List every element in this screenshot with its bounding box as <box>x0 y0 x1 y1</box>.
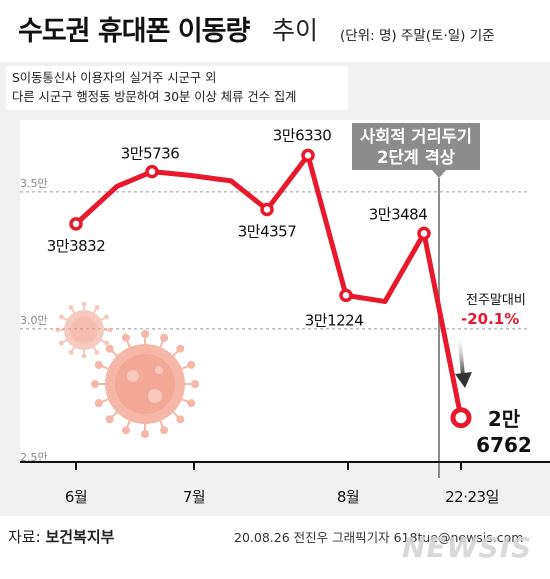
virus-spike-tip <box>94 360 103 369</box>
data-point <box>417 226 431 241</box>
credit: 20.08.26 전진우 그래픽기자 618tue@newsis.com <box>234 530 524 545</box>
virus-spike-tip <box>107 327 113 333</box>
watermark: NEWSIS <box>402 531 533 564</box>
data-label-last-1: 2만 <box>488 407 521 431</box>
virus-icon <box>55 301 113 359</box>
virus-spike-tip <box>81 353 87 359</box>
virus-spike-tip <box>68 350 74 356</box>
virus-spike-tip <box>191 380 199 388</box>
change-label: 전주말대비 <box>466 293 526 308</box>
virus-spike-tip <box>176 415 185 424</box>
virus-spike-tip <box>94 304 100 310</box>
virus-spike-tip <box>104 340 110 346</box>
virus-spike-tip <box>105 344 114 353</box>
source: 자료: 보건복지부 <box>8 526 114 547</box>
callout-text-1: 사회적 거리두기 <box>360 127 472 146</box>
data-point <box>301 148 315 163</box>
change-value: -20.1% <box>461 310 519 328</box>
note-line-2: 다른 시군구 행정동 방문하여 30분 이상 체류 건수 집계 <box>12 90 297 104</box>
virus-spike-tip <box>58 314 64 320</box>
virus-spike-tip <box>94 350 100 356</box>
data-label: 3만1224 <box>305 311 364 329</box>
data-label: 3만4357 <box>238 222 297 240</box>
virus-spike-tip <box>58 340 64 346</box>
data-label: 3만6330 <box>273 126 332 144</box>
virus-spike-tip <box>160 426 169 435</box>
y-tick-label: 3.5만 <box>20 177 48 190</box>
x-ticks <box>75 462 462 470</box>
callout-text-2: 2단계 격상 <box>377 148 455 167</box>
note-box: S이동통신사 이용자의 실거주 시군구 외 다른 시군구 행정동 방문하여 30… <box>6 66 348 110</box>
source-name: 보건복지부 <box>45 528 115 546</box>
virus-spike-tip <box>160 333 169 342</box>
x-label-jun: 6월 <box>65 488 87 506</box>
x-label-aug: 8월 <box>337 488 359 506</box>
line-chart: 2.5만 3.0만 3.5만 사회적 거리두기 2단계 격상 전주말대비 -20.1… <box>20 120 550 506</box>
data-point <box>450 407 472 429</box>
chart-band <box>20 120 550 462</box>
data-points <box>69 148 472 429</box>
data-point <box>260 202 274 217</box>
y-tick-label: 3.0만 <box>20 314 48 327</box>
virus-spike-tip <box>91 380 99 388</box>
data-label-last-2: 6762 <box>476 433 532 457</box>
unit-note: (단위: 명) 주말(토·일) 기준 <box>340 28 495 44</box>
x-label-jul: 7월 <box>183 488 205 506</box>
y-tick-label: 2.5만 <box>20 451 48 464</box>
virus-icon <box>91 330 199 438</box>
grid <box>20 191 530 330</box>
data-label: 3만5736 <box>121 145 180 163</box>
callout-pointer <box>432 170 446 178</box>
virus-spike-tip <box>141 330 149 338</box>
virus-spike-tip <box>141 430 149 438</box>
virus-spike-tip <box>176 344 185 353</box>
virus-spike-tip <box>55 327 61 333</box>
virus-spike-tip <box>187 360 196 369</box>
footer <box>0 516 550 579</box>
note-line-1: S이동통신사 이용자의 실거주 시군구 외 <box>12 71 217 85</box>
data-point <box>69 217 83 231</box>
y-ticks: 2.5만 3.0만 3.5만 <box>20 177 48 464</box>
data-point <box>145 164 159 179</box>
chart-title-suffix: 추이 <box>272 16 319 45</box>
data-labels: 3만3832 3만5736 3만4357 3만6330 3만1224 3만3484 2만67… <box>47 126 532 457</box>
data-label: 3만3484 <box>369 205 428 223</box>
virus-spike-tip <box>187 399 196 408</box>
data-label: 3만3832 <box>47 237 106 255</box>
x-label-22-23: 22·23일 <box>445 488 499 506</box>
virus-spike-tip <box>81 301 87 307</box>
virus-spike-tip <box>121 333 130 342</box>
virus-spike-tip <box>104 314 110 320</box>
virus-spike-tip <box>121 426 130 435</box>
data-point <box>339 288 353 303</box>
arrow-down-icon <box>455 331 472 388</box>
source-label: 자료: <box>8 528 41 546</box>
title-bar <box>0 0 550 62</box>
callout-box <box>352 123 480 170</box>
virus-spike-tip <box>68 304 74 310</box>
chart-title: 수도권 휴대폰 이동량 <box>18 16 250 47</box>
virus-spike-tip <box>94 399 103 408</box>
virus-spike-tip <box>105 415 114 424</box>
